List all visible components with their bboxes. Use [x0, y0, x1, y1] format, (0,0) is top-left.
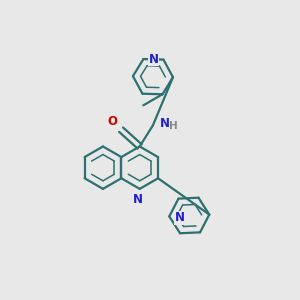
Text: H: H: [169, 121, 178, 131]
Text: N: N: [133, 193, 143, 206]
Text: N: N: [175, 212, 184, 224]
Text: O: O: [108, 115, 118, 128]
Text: N: N: [149, 52, 159, 66]
Text: N: N: [159, 117, 170, 130]
